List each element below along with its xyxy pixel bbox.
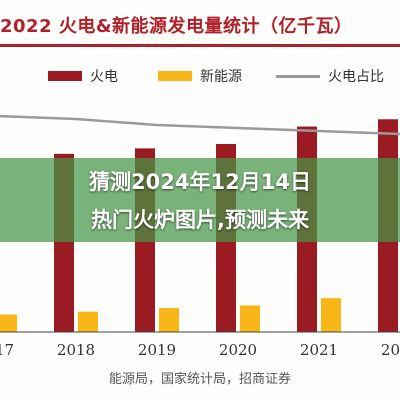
line-layer bbox=[0, 114, 400, 136]
bar-new-energy-2019 bbox=[159, 308, 179, 332]
legend: 火电 新能源 火电占比 bbox=[0, 66, 400, 88]
legend-label-thermal-share: 火电占比 bbox=[328, 69, 384, 85]
legend-item-thermal: 火电 bbox=[48, 66, 118, 86]
x-tick-label-2021: 2021 bbox=[300, 341, 338, 359]
title-rule bbox=[0, 44, 400, 47]
x-tick-label-2017: 2017 bbox=[0, 341, 14, 359]
ticks-layer: 2017 2018 2019 2020 2021 2022 bbox=[0, 341, 400, 359]
legend-item-new-energy: 新能源 bbox=[158, 66, 242, 86]
x-tick-label-2019: 2019 bbox=[138, 341, 176, 359]
x-tick-label-2020: 2020 bbox=[219, 341, 257, 359]
chart-title: 2022 火电&新能源发电量统计（亿千瓦） bbox=[0, 16, 353, 37]
legend-label-thermal: 火电 bbox=[90, 69, 118, 85]
line-thermal-share bbox=[0, 114, 400, 136]
legend-swatch-new-energy bbox=[158, 71, 192, 81]
legend-swatch-thermal bbox=[48, 71, 82, 81]
bar-new-energy-2018 bbox=[78, 311, 98, 332]
x-tick-label-2018: 2018 bbox=[57, 341, 95, 359]
legend-line-thermal-share bbox=[276, 74, 320, 78]
overlay-headline-line1: 猜测2024年12月14日 bbox=[89, 170, 311, 194]
bar-new-energy-2021 bbox=[321, 298, 341, 332]
bar-new-energy-2020 bbox=[240, 305, 260, 332]
bar-new-energy-2017 bbox=[0, 314, 17, 332]
legend-label-new-energy: 新能源 bbox=[200, 69, 242, 85]
x-tick-label-2022: 2022 bbox=[381, 341, 400, 359]
overlay-banner bbox=[0, 158, 400, 242]
source-note: 能源局，国家统计局，招商证券 bbox=[108, 372, 291, 387]
overlay-headline-line2: 热门火炉图片,预测未来 bbox=[91, 208, 309, 232]
legend-item-thermal-share: 火电占比 bbox=[276, 66, 384, 86]
